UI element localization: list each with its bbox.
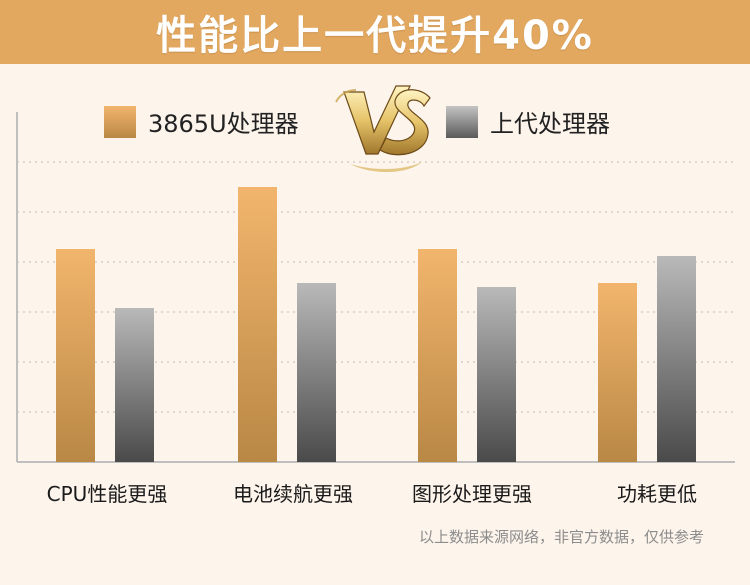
legend-swatch-old (446, 105, 478, 138)
category-label-power: 功耗更低 (617, 482, 697, 506)
bar-3865u (56, 249, 95, 462)
bar-prev-gen (297, 283, 336, 462)
bar-prev-gen (657, 256, 696, 462)
bar-prev-gen (115, 308, 154, 462)
bar-3865u (598, 283, 637, 462)
page-title: 性能比上一代提升40% (156, 13, 594, 59)
category-label-battery: 电池续航更强 (233, 482, 353, 506)
legend-item-new: 3865U处理器 (104, 104, 299, 139)
bar-3865u (238, 187, 277, 462)
legend-label-old: 上代处理器 (490, 110, 610, 138)
legend-label-new: 3865U处理器 (148, 110, 299, 138)
title-banner: 性能比上一代提升40% (0, 0, 750, 64)
category-label-cpu: CPU性能更强 (46, 482, 168, 506)
category-label-graphics: 图形处理更强 (412, 482, 532, 506)
legend-swatch-new (104, 105, 136, 138)
legend-item-old: 上代处理器 (446, 104, 610, 139)
bar-3865u (418, 249, 457, 462)
bar-prev-gen (477, 287, 516, 462)
vs-emblem-icon (335, 85, 431, 173)
footnote: 以上数据来源网络，非官方数据，仅供参考 (418, 528, 704, 546)
